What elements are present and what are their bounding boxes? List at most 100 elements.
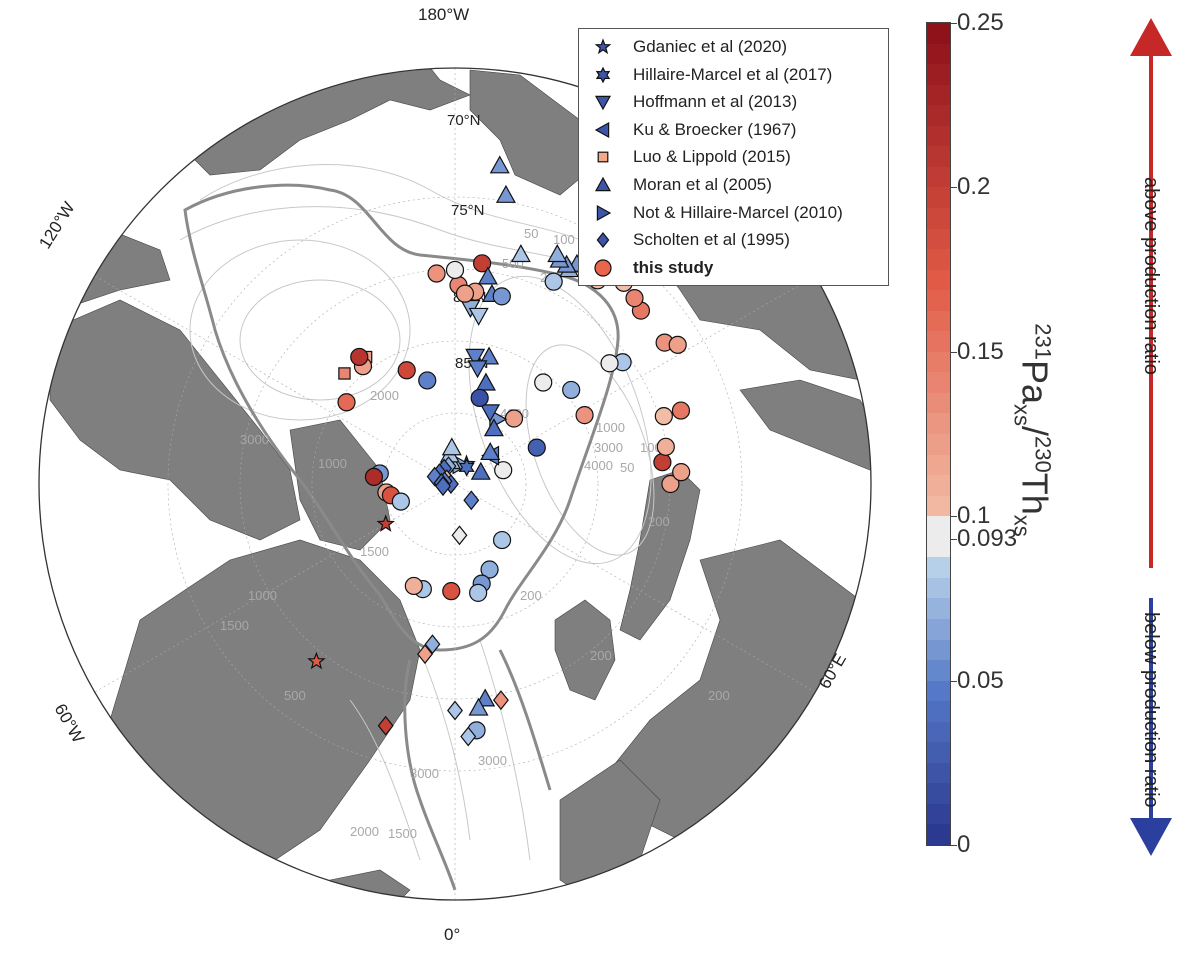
lon-label-120w: 120°W	[35, 199, 78, 253]
legend-item: Gdaniec et al (2020)	[579, 35, 888, 59]
colorbar-segment	[927, 105, 950, 127]
colorbar-tick-label: 0.15	[957, 337, 1004, 365]
colorbar-segment	[927, 803, 950, 826]
colorbar-segment	[927, 824, 950, 846]
colorbar-segment	[927, 598, 950, 620]
station-marker-triangle-up	[468, 697, 489, 716]
legend-symbol-triangle-left-icon	[594, 121, 610, 138]
colorbar-title-pa: Pa	[1014, 359, 1056, 405]
contour-label: 1000	[318, 456, 347, 471]
station-marker-circle	[337, 393, 356, 412]
station-marker-triangle-down	[480, 404, 501, 423]
colorbar-tick-label: 0.05	[957, 666, 1004, 694]
colorbar-segment	[927, 618, 950, 641]
colorbar-segment	[927, 577, 950, 599]
station-marker-diamond	[424, 634, 441, 655]
colorbar-segment	[927, 392, 950, 415]
legend-label: Hillaire-Marcel et al (2017)	[633, 64, 833, 84]
colorbar-segment	[927, 372, 950, 394]
colorbar-segment	[927, 207, 950, 230]
legend-label: Ku & Broecker (1967)	[633, 119, 797, 139]
station-marker-circle	[350, 347, 369, 367]
station-marker-circle	[469, 583, 488, 602]
colorbar-segment	[927, 290, 950, 312]
contour-label: 1500	[388, 826, 417, 841]
colorbar-segment	[927, 434, 950, 456]
colorbar-segment	[927, 557, 950, 579]
station-marker-triangle-down	[468, 307, 489, 326]
colorbar-segment	[927, 228, 950, 250]
station-marker-circle	[672, 463, 691, 482]
station-marker-triangle-up	[510, 244, 531, 263]
arrow-down-icon	[1130, 598, 1172, 856]
colorbar-segment	[927, 269, 950, 291]
station-marker-diamond	[447, 700, 463, 721]
colorbar-segment	[927, 64, 950, 86]
station-marker-diamond	[377, 715, 394, 736]
station-marker-diamond	[451, 525, 468, 546]
colorbar-title-sub1: xs	[1009, 404, 1035, 427]
colorbar-tick-mark	[951, 516, 957, 518]
station-marker-circle	[671, 401, 691, 420]
colorbar-tick-label: 0.2	[957, 173, 991, 201]
legend-symbol-circle-icon	[594, 259, 612, 277]
station-marker-star	[307, 651, 326, 670]
colorbar-segment	[927, 249, 950, 271]
station-marker-circle	[544, 272, 563, 291]
station-marker-triangle-up	[479, 346, 500, 365]
station-marker-circle	[504, 409, 524, 428]
colorbar	[926, 22, 951, 846]
colorbar-title: 231Paxs/230Thxs	[1008, 323, 1055, 537]
colorbar-tick-label: 0.093	[957, 525, 1018, 553]
station-marker-triangle-up	[483, 418, 504, 437]
station-marker-triangle-up	[475, 372, 496, 391]
lon-label-0: 0°	[444, 925, 460, 944]
station-marker-triangle-up	[495, 184, 516, 203]
land-svalbard	[554, 599, 616, 701]
colorbar-segment	[927, 742, 950, 764]
station-marker-triangle-down	[467, 360, 488, 379]
colorbar-segment	[927, 783, 950, 805]
station-marker-circle	[492, 530, 512, 550]
station-marker-circle	[625, 289, 644, 308]
colorbar-segment	[927, 536, 950, 558]
contour-label: 100	[553, 232, 575, 247]
station-marker-circle	[455, 284, 475, 303]
land-alaska-chukotka	[184, 68, 471, 176]
legend-item: Moran et al (2005)	[579, 173, 888, 197]
legend-symbol-diamond-icon	[596, 232, 610, 249]
colorbar-segment	[927, 166, 950, 188]
colorbar-segment	[927, 43, 950, 65]
shelf-edge-contour	[183, 183, 620, 891]
colorbar-tick-mark	[951, 539, 957, 541]
colorbar-tick-label: 0	[957, 831, 971, 858]
contour-label: 200	[648, 514, 670, 529]
colorbar-segment	[927, 310, 950, 332]
lat-label-75n: 75°N	[451, 202, 485, 219]
station-marker-circle	[668, 335, 687, 354]
station-marker-circle	[364, 467, 384, 487]
legend-symbol-triangle-right-icon	[596, 204, 612, 221]
colorbar-title-slash: /	[1014, 426, 1056, 437]
legend-label: Luo & Lippold (2015)	[633, 147, 791, 167]
station-marker-triangle-up	[470, 461, 491, 480]
colorbar-segment	[927, 639, 950, 661]
lon-label-180w: 180°W	[418, 5, 469, 24]
station-marker-triangle-up	[489, 155, 510, 174]
station-marker-circle	[661, 474, 680, 494]
contour-label: 200	[590, 648, 612, 663]
legend-item: Not & Hillaire-Marcel (2010)	[579, 201, 888, 225]
station-marker-star	[376, 514, 395, 532]
station-marker-circle	[653, 453, 672, 472]
colorbar-segment	[927, 413, 950, 435]
station-marker-circle	[575, 406, 594, 425]
legend-symbol-square-icon	[597, 151, 609, 163]
contour-label: 1000	[596, 420, 625, 435]
land-siberia-east	[469, 69, 591, 196]
legend-item: this study	[579, 256, 888, 280]
lat-label-70n: 70°N	[447, 112, 481, 129]
legend-label: Moran et al (2005)	[633, 175, 772, 194]
colorbar-segment	[927, 495, 950, 517]
contour-label: 2000	[350, 824, 379, 839]
legend-item: Scholten et al (1995)	[579, 228, 888, 252]
